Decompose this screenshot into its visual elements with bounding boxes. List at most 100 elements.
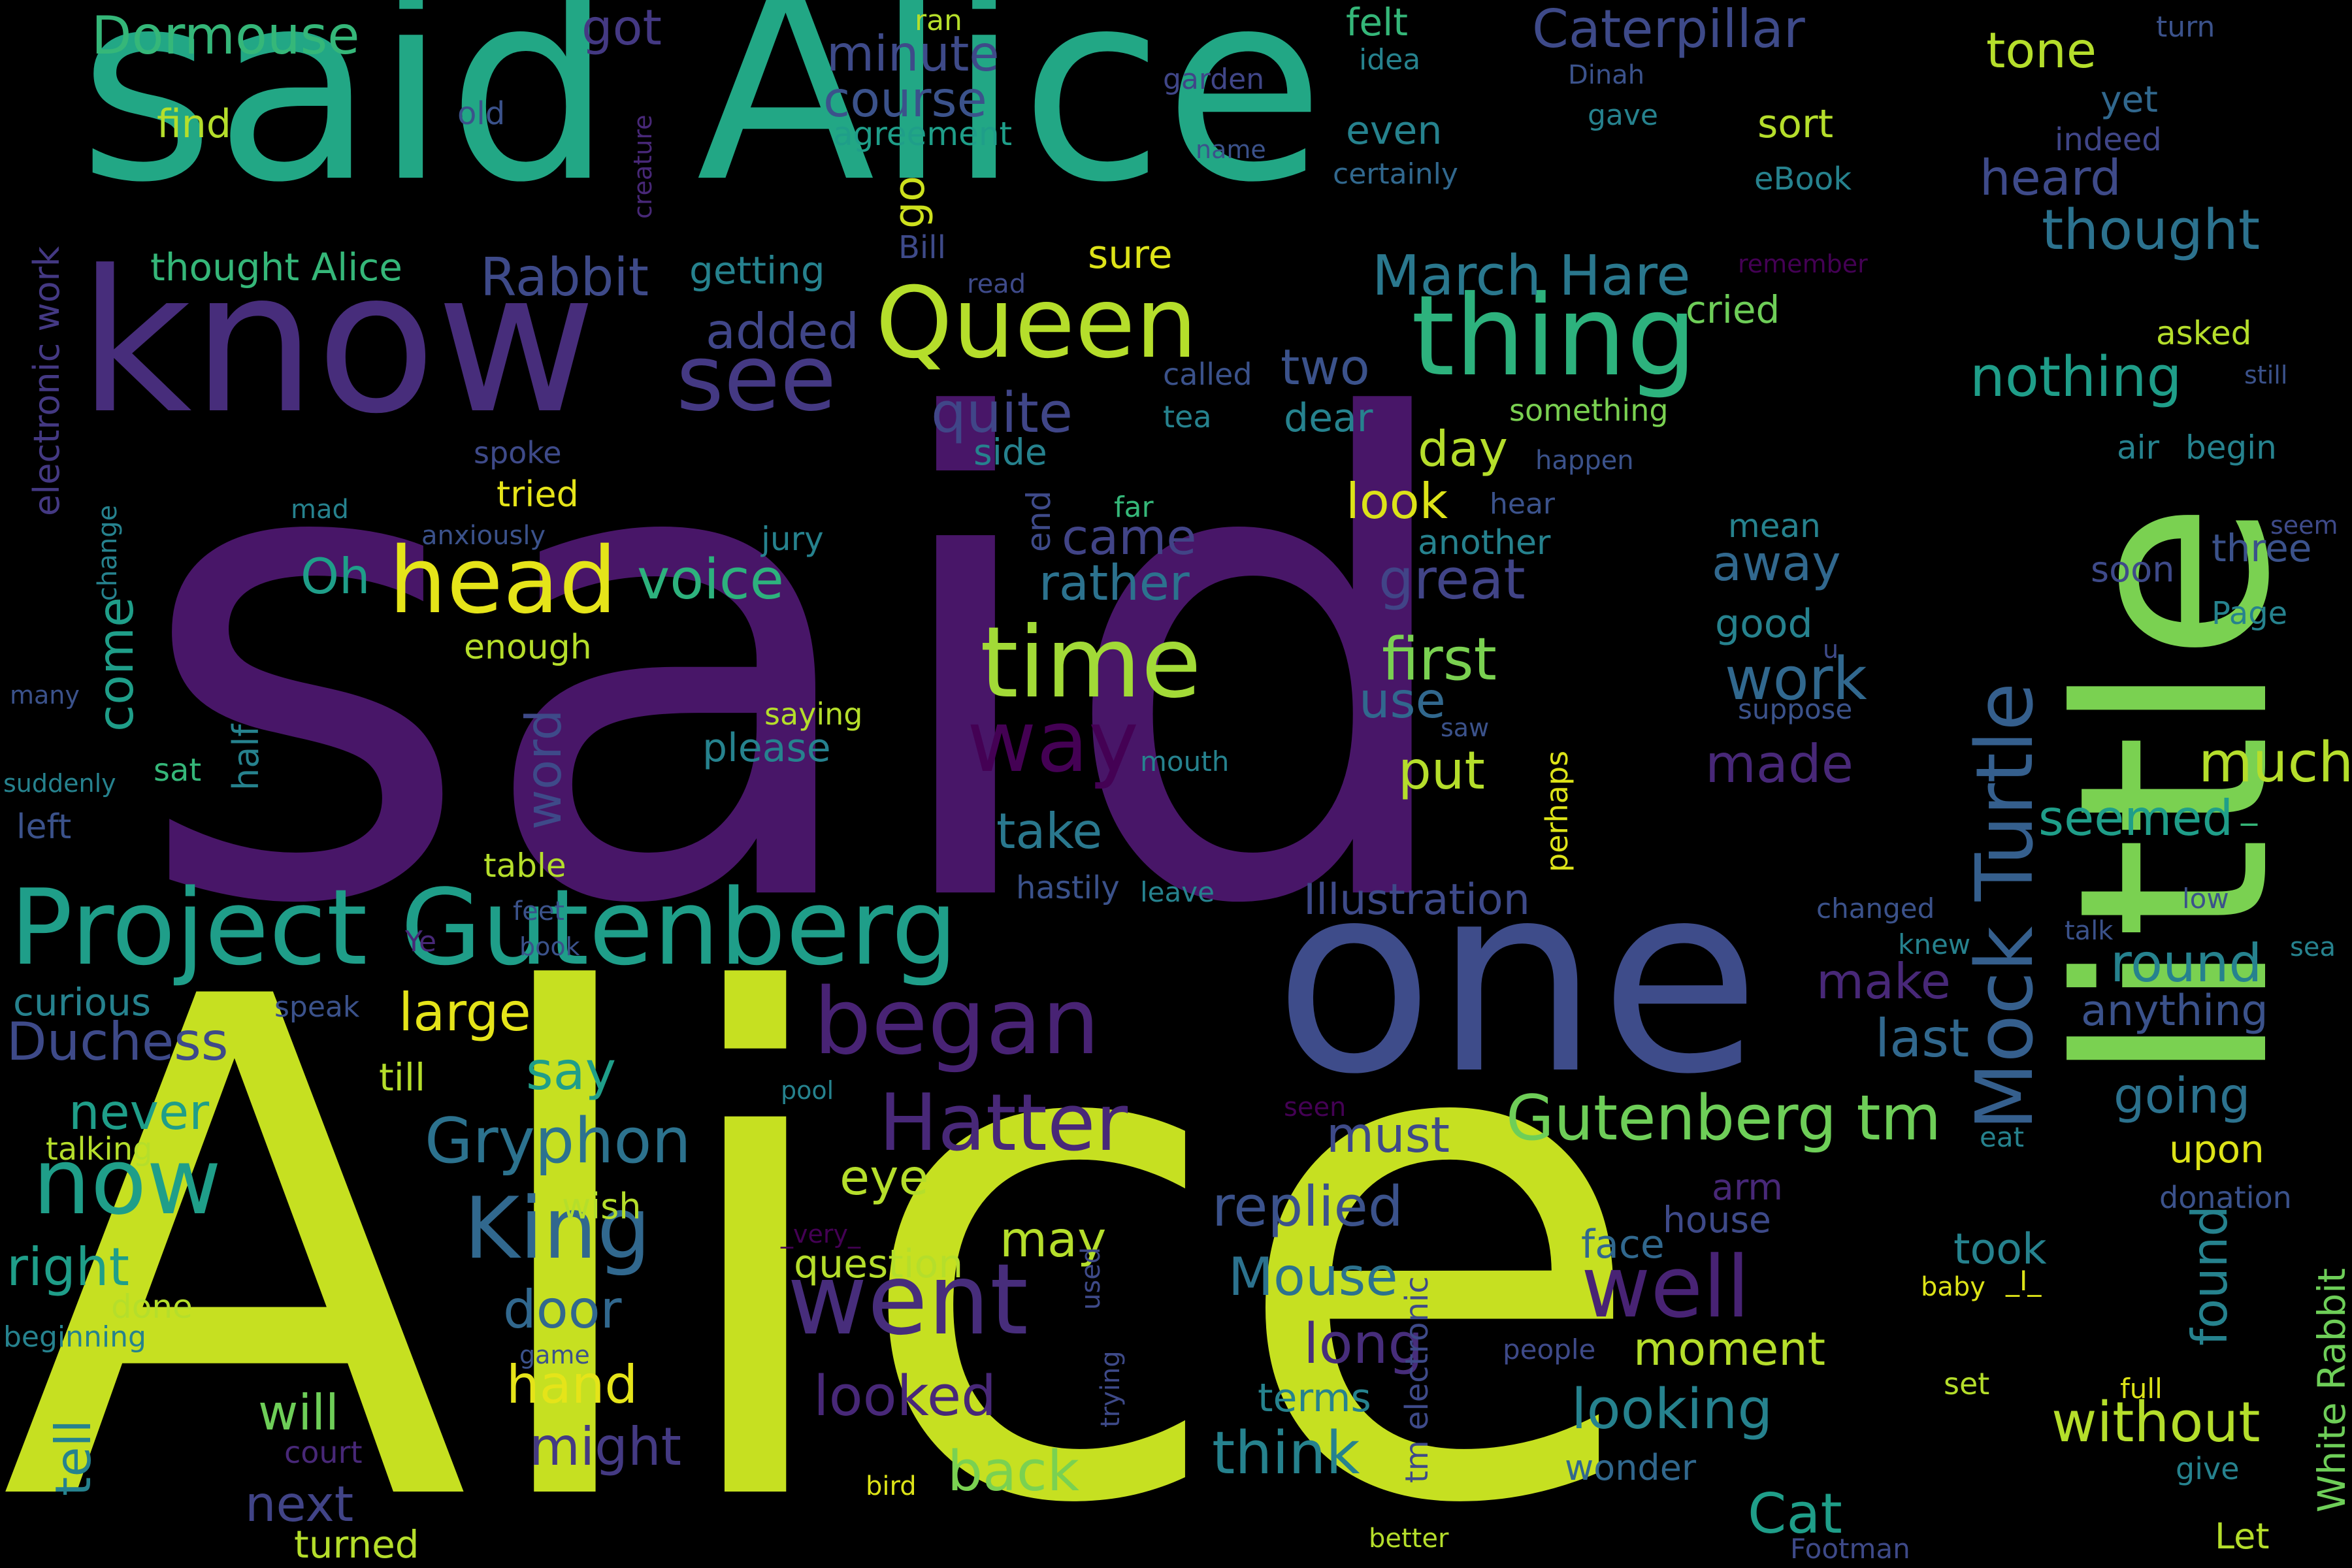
word-dear: dear — [1284, 395, 1373, 441]
word-king: King — [464, 1179, 651, 1278]
word-talking: talking — [46, 1131, 153, 1168]
word-arm: arm — [1712, 1166, 1783, 1208]
word-turned: turned — [294, 1522, 419, 1567]
word-eye: eye — [840, 1149, 929, 1206]
word-mock-turtle: Mock Turtle — [1960, 682, 2051, 1130]
word-donation: donation — [2159, 1180, 2292, 1215]
word-put: put — [1398, 740, 1485, 801]
word-people: people — [1503, 1333, 1596, 1365]
word-one: one — [1274, 828, 1761, 1132]
word-dormouse: Dormouse — [91, 5, 360, 66]
word-right: right — [7, 1237, 129, 1298]
word-spoke: spoke — [474, 435, 562, 470]
word-yet: yet — [2100, 78, 2158, 120]
word-beginning: beginning — [3, 1320, 146, 1354]
word-face: face — [1581, 1222, 1665, 1267]
word-bird: bird — [866, 1471, 917, 1501]
word-done: done — [111, 1288, 193, 1326]
word-two: two — [1281, 338, 1370, 396]
word-sort: sort — [1757, 101, 1834, 147]
word-even: even — [1346, 108, 1443, 154]
word-thought: thought — [2042, 198, 2261, 263]
word-thought-alice: thought Alice — [150, 245, 402, 289]
word-half: half — [225, 724, 267, 791]
word-heard: heard — [1980, 149, 2121, 206]
word-many: many — [10, 681, 80, 710]
word-come: come — [87, 596, 144, 732]
word-march-hare: March Hare — [1372, 244, 1691, 308]
word-sea: sea — [2290, 932, 2336, 962]
word-project-gutenberg: Project Gutenberg — [10, 866, 958, 988]
word-replied: replied — [1212, 1175, 1403, 1239]
word-soon: soon — [2091, 549, 2175, 590]
word-large: large — [399, 982, 531, 1043]
word-now: now — [33, 1129, 221, 1235]
word-seen: seen — [1284, 1092, 1347, 1122]
word-go: go — [885, 175, 934, 229]
word-illustration: Illustration — [1303, 875, 1530, 924]
word-page: Page — [2212, 595, 2288, 632]
word-give: give — [2176, 1451, 2240, 1486]
word-must: must — [1326, 1106, 1450, 1164]
word-voice: voice — [637, 547, 784, 612]
word-mouse: Mouse — [1228, 1247, 1398, 1307]
word-dash: _ — [2241, 788, 2257, 826]
word-hear: hear — [1490, 487, 1556, 521]
word-ran: ran — [915, 4, 962, 37]
word-u: u — [1823, 635, 1839, 664]
word-tell: tell — [44, 1419, 102, 1496]
word-may: may — [1000, 1211, 1107, 1268]
word-course: course — [823, 71, 987, 128]
word-back: back — [947, 1439, 1079, 1504]
word-i-mark: _I_ — [2006, 1265, 2042, 1297]
word-change: change — [93, 504, 123, 601]
word-read: read — [967, 269, 1026, 299]
word-sat: sat — [154, 752, 202, 789]
word-much: much — [2198, 730, 2352, 795]
word-certainly: certainly — [1333, 157, 1458, 191]
word-rabbit: Rabbit — [480, 247, 649, 308]
word-court: court — [284, 1435, 363, 1470]
word-first: first — [1382, 625, 1497, 694]
word-said-alice: said Alice — [78, 0, 1325, 240]
word-gutenberg-tm: Gutenberg tm — [1506, 1083, 1942, 1154]
word-took: took — [1953, 1225, 2047, 1274]
word-nothing: nothing — [1970, 345, 2182, 410]
word-hatter: Hatter — [879, 1078, 1128, 1169]
word-next: next — [245, 1475, 354, 1533]
word-game: game — [519, 1341, 590, 1369]
word-end: end — [1020, 490, 1058, 552]
word-let: Let — [2215, 1516, 2270, 1557]
word-caterpillar: Caterpillar — [1532, 0, 1805, 59]
word-house: house — [1663, 1199, 1771, 1241]
word-electronic-work: electronic work — [26, 246, 67, 516]
word-came: came — [1062, 508, 1197, 566]
word-great: great — [1379, 547, 1526, 612]
word-good: good — [1715, 601, 1813, 647]
word-gave: gave — [1588, 99, 1659, 132]
word-till: till — [379, 1055, 426, 1100]
word-baby: baby — [1921, 1272, 1985, 1302]
word-side: side — [973, 431, 1047, 473]
word-said-big: said — [134, 286, 1471, 1047]
word-creature: creature — [629, 114, 657, 220]
word-better: better — [1369, 1524, 1449, 1554]
word-far: far — [1114, 491, 1154, 524]
word-began: began — [813, 969, 1100, 1075]
word-begin: begin — [2185, 429, 2277, 466]
word-dinah: Dinah — [1568, 60, 1645, 90]
word-table: table — [483, 847, 566, 885]
word-last: last — [1875, 1008, 1970, 1069]
word-tm-electronic: tm electronic — [1399, 1276, 1435, 1483]
word-low: low — [2182, 883, 2229, 915]
word-think: think — [1212, 1419, 1360, 1488]
word-garden: garden — [1163, 63, 1265, 96]
word-added: added — [706, 302, 859, 360]
word-going: going — [2114, 1067, 2251, 1124]
word-wonder: wonder — [1565, 1447, 1697, 1488]
word-mean: mean — [1728, 507, 1821, 545]
word-full: full — [2120, 1373, 2163, 1405]
word-minute: minute — [826, 25, 1000, 82]
word-went: went — [787, 1243, 1028, 1357]
word-long: long — [1303, 1312, 1424, 1377]
